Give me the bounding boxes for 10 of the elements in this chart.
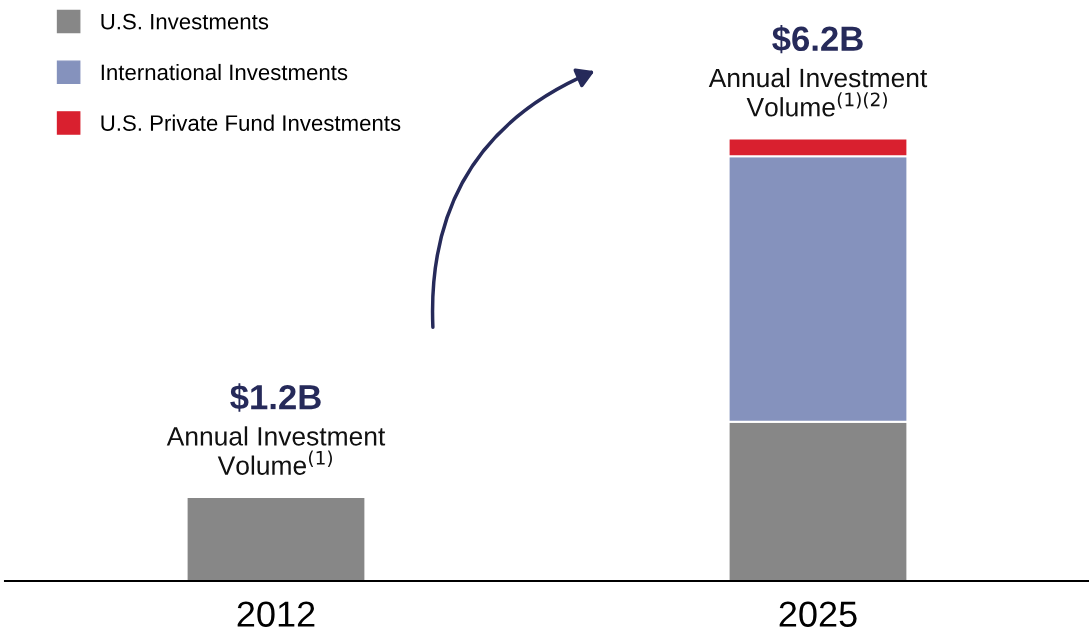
text: $6.2B <box>772 24 863 54</box>
legend-label: International Investments <box>101 63 348 81</box>
bar <box>185 495 367 581</box>
annotation: Annual Investment Volume$^{(1)}$ <box>166 426 386 475</box>
legend-label: U.S. Private Fund Investments <box>101 114 401 131</box>
x-tick-label: 2025 <box>779 601 857 627</box>
legend-label: U.S. Investments <box>101 13 269 30</box>
x-tick-label: 2012 <box>237 601 315 627</box>
annotation: $1.2B <box>230 383 321 412</box>
text: Annual Investment Volume$^{(1)(2)}$ <box>708 67 928 117</box>
